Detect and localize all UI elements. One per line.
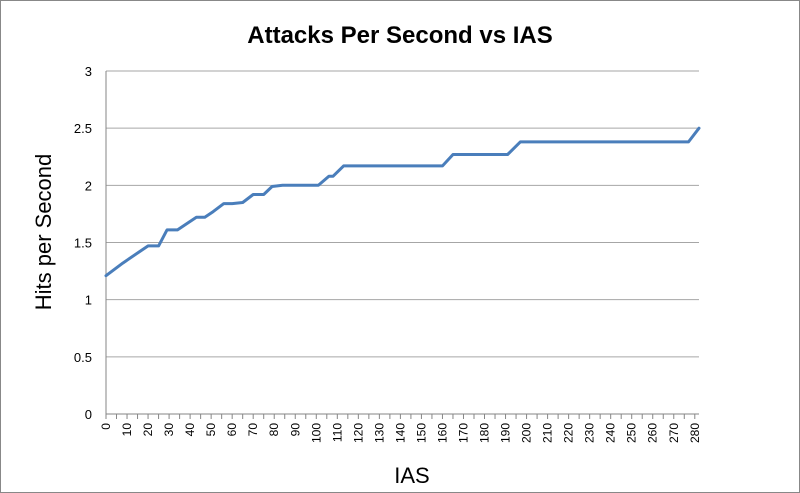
- x-tick-label: 200: [520, 423, 534, 443]
- y-tick-labels: 0 0.5 1 1.5 2 2.5 3: [74, 64, 92, 422]
- x-tick-label: 30: [162, 423, 176, 437]
- y-tick-label: 2: [85, 178, 92, 193]
- y-tick-label: 1.5: [74, 236, 92, 251]
- x-tick-label: 60: [225, 423, 239, 437]
- x-tick-label: 140: [393, 423, 407, 443]
- x-tick-label: 260: [646, 423, 660, 443]
- x-axis-label: IAS: [394, 463, 429, 488]
- x-tick-label: 210: [541, 423, 555, 443]
- x-tick-label: 50: [204, 423, 218, 437]
- x-tick-label: 250: [625, 423, 639, 443]
- x-tick-label: 40: [183, 423, 197, 437]
- x-tick-label: 280: [688, 423, 702, 443]
- x-tick-label: 110: [330, 423, 344, 442]
- y-axis-label: Hits per Second: [31, 154, 56, 311]
- x-tick-label: 160: [435, 423, 449, 443]
- x-tick-label: 130: [372, 423, 386, 443]
- gridlines: [106, 70, 699, 358]
- x-tick-label: 270: [667, 423, 681, 443]
- series-line-0: [104, 126, 701, 278]
- series-layer: [104, 126, 701, 278]
- x-tick-label: 230: [583, 423, 597, 443]
- x-tick-labels: 0 10 20 30 40 50 60 70 80 90 100 110 120 130 140 150 160…: [99, 423, 702, 443]
- x-tick-label: 240: [604, 423, 618, 443]
- x-tick-label: 80: [267, 423, 281, 437]
- x-tick-label: 100: [309, 423, 323, 443]
- x-tick-label: 70: [246, 423, 260, 437]
- x-tick-label: 10: [120, 423, 134, 437]
- y-tick-label: 2.5: [74, 121, 92, 136]
- y-tick-label: 1: [85, 293, 92, 308]
- axes: [105, 71, 699, 419]
- chart-title: Attacks Per Second vs IAS: [247, 22, 552, 49]
- x-tick-label: 20: [141, 423, 155, 437]
- y-tick-label: 0: [85, 407, 92, 422]
- y-tick-label: 0.5: [74, 350, 92, 365]
- x-tick-label: 180: [478, 423, 492, 443]
- x-tick-label: 190: [499, 423, 513, 443]
- x-tick-label: 0: [99, 423, 113, 430]
- x-tick-label: 120: [351, 423, 365, 443]
- y-tick-label: 3: [85, 64, 92, 79]
- x-tick-label: 220: [562, 423, 576, 443]
- x-tick-label: 150: [414, 423, 428, 443]
- x-tick-label: 170: [456, 423, 470, 443]
- x-tick-label: 90: [288, 423, 302, 437]
